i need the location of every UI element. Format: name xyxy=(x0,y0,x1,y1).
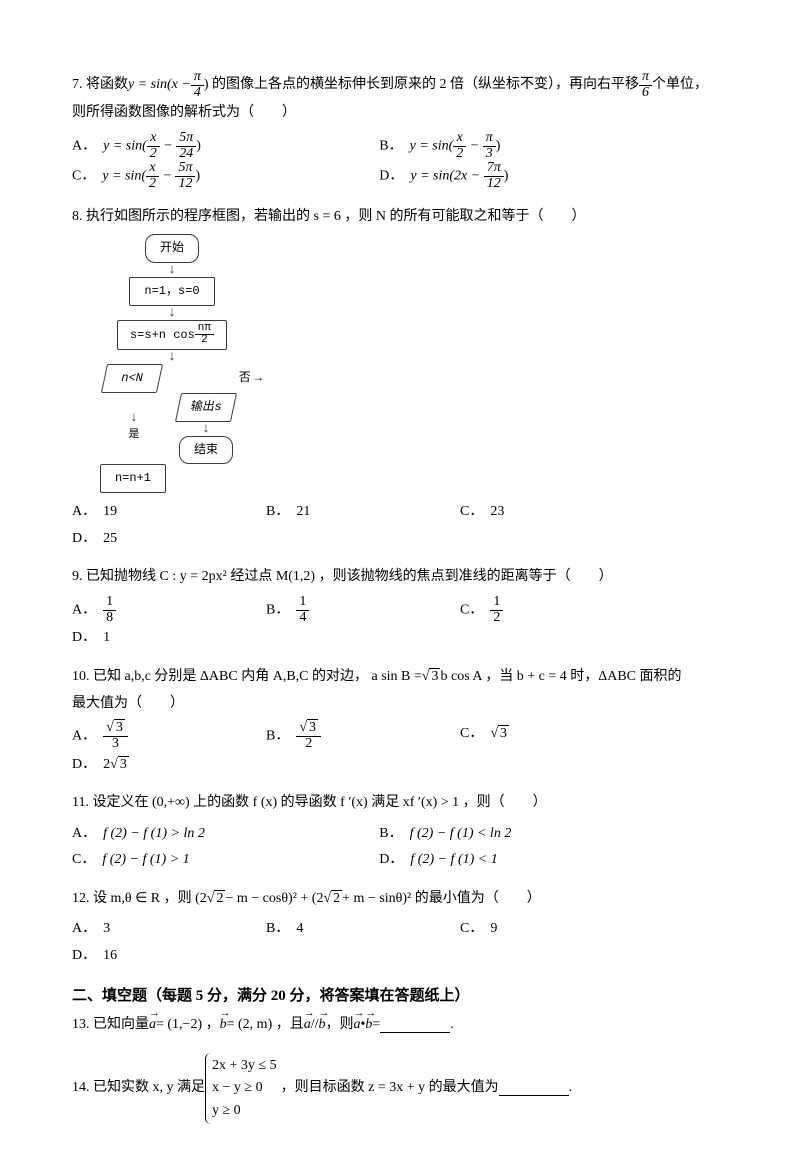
q7-opt-C: C． y = sin(x2 − 5π12) xyxy=(72,161,379,191)
question-8: 8. 执行如图所示的程序框图，若输出的 s = 6 ，则 N 的所有可能取之和等… xyxy=(72,204,740,553)
q10-opt-B: B． 32 xyxy=(266,721,426,751)
flow-arrow-icon: ↓ xyxy=(82,306,262,320)
flow-output: 输出s xyxy=(175,393,237,422)
question-13: 13. 已知向量 a = (1,−2) ， b = (2, m) ，且 a //… xyxy=(72,1010,740,1041)
q12-options: A． 3 B． 4 C． 9 D． 16 xyxy=(72,916,740,969)
q9-opt-D: D． 1 xyxy=(72,625,232,652)
flow-process: s=s+n cos nπ2 xyxy=(117,320,227,350)
flow-decision-row: n<N 否 → xyxy=(82,364,262,393)
q10-opt-C: C． 3 xyxy=(460,721,620,751)
flow-arrow-icon: → xyxy=(255,367,262,390)
q7-func: y = sin(x − xyxy=(128,72,191,99)
q11-stem: 11. 设定义在 (0,+∞) 上的函数 f (x) 的导函数 f ′(x) 满… xyxy=(72,790,740,817)
q12-stem: 12. 设 m,θ ∈ R ，则 (22 − m − cosθ)² + (22 … xyxy=(72,886,740,913)
q7-pi-over-4: π4 xyxy=(191,70,204,100)
q8-stem: 8. 执行如图所示的程序框图，若输出的 s = 6 ，则 N 的所有可能取之和等… xyxy=(72,204,740,231)
q10-options: A． 33 B． 32 C． 3 D． 23 xyxy=(72,721,740,778)
q9-opt-B: B． 14 xyxy=(266,595,426,625)
q11-opt-C: C． f (2) − f (1) > 1 xyxy=(72,847,379,874)
flow-start: 开始 xyxy=(145,234,199,263)
q9-options: A． 18 B． 14 C． 12 D． 1 xyxy=(72,595,740,652)
question-10: 10. 已知 a,b,c 分别是 ΔABC 内角 A,B,C 的对边， a si… xyxy=(72,664,740,778)
answer-blank[interactable] xyxy=(380,1018,450,1033)
vector-b-icon: b xyxy=(220,1010,227,1041)
q7-pi-over-6: π6 xyxy=(639,70,652,100)
q10-stem-line2: 最大值为（ ） xyxy=(72,691,740,718)
q9-stem: 9. 已知抛物线 C : y = 2px² 经过点 M(1,2) ，则该抛物线的… xyxy=(72,564,740,591)
cases-bracket-icon: 2x + 3y ≤ 5 x − y ≥ 0 y ≥ 0 xyxy=(205,1053,281,1124)
q8-options: A． 19 B． 21 C． 23 D． 25 xyxy=(72,499,740,552)
flow-increment: n=n+1 xyxy=(100,464,166,493)
q7-stem-pre: 7. 将函数 xyxy=(72,72,128,99)
q10-opt-A: A． 33 xyxy=(72,721,232,751)
flow-end: 结束 xyxy=(179,436,233,465)
flow-init: n=1，s=0 xyxy=(129,277,215,306)
q10-stem-line1: 10. 已知 a,b,c 分别是 ΔABC 内角 A,B,C 的对边， a si… xyxy=(72,664,740,691)
flow-yes-label: 是 xyxy=(110,425,158,446)
answer-blank[interactable] xyxy=(499,1081,569,1096)
flow-yes-row: ↓ 是 输出s ↓ 结束 xyxy=(110,393,262,465)
q8-opt-B: B． 21 xyxy=(266,499,426,526)
question-9: 9. 已知抛物线 C : y = 2px² 经过点 M(1,2) ，则该抛物线的… xyxy=(72,564,740,652)
flow-arrow-icon: ↓ xyxy=(110,411,158,425)
q8-opt-A: A． 19 xyxy=(72,499,232,526)
q7-opt-D: D． y = sin(2x − 7π12) xyxy=(379,161,686,191)
q11-opt-B: B． f (2) − f (1) < ln 2 xyxy=(379,821,686,848)
question-11: 11. 设定义在 (0,+∞) 上的函数 f (x) 的导函数 f ′(x) 满… xyxy=(72,790,740,874)
q7-stem-line2: 则所得函数图像的解析式为（ ） xyxy=(72,100,740,127)
question-14: 14. 已知实数 x, y 满足 2x + 3y ≤ 5 x − y ≥ 0 y… xyxy=(72,1053,740,1124)
flow-no-label: 否 xyxy=(239,367,251,390)
flow-condition: n<N xyxy=(101,364,163,393)
q7-options: A． y = sin(x2 − 5π24) B． y = sin(x2 − π3… xyxy=(72,131,740,192)
vector-a-icon: a xyxy=(149,1010,156,1041)
q10-opt-D: D． 23 xyxy=(72,752,232,779)
q7-opt-A: A． y = sin(x2 − 5π24) xyxy=(72,131,379,161)
q9-opt-A: A． 18 xyxy=(72,595,232,625)
q7-stem-end: 个单位， xyxy=(652,72,708,99)
q9-opt-C: C． 12 xyxy=(460,595,620,625)
q12-opt-A: A． 3 xyxy=(72,916,232,943)
q12-opt-D: D． 16 xyxy=(72,943,232,970)
q11-opt-D: D． f (2) − f (1) < 1 xyxy=(379,847,686,874)
question-7: 7. 将函数 y = sin(x − π4 ) 的图像上各点的横坐标伸长到原来的… xyxy=(72,70,740,192)
q12-opt-C: C． 9 xyxy=(460,916,620,943)
section-2-title: 二、填空题（每题 5 分，满分 20 分，将答案填在答题纸上） xyxy=(72,982,740,1011)
flow-arrow-icon: ↓ xyxy=(82,350,262,364)
flowchart: 开始 ↓ n=1，s=0 ↓ s=s+n cos nπ2 ↓ n<N 否 → ↓… xyxy=(82,234,262,493)
question-12: 12. 设 m,θ ∈ R ，则 (22 − m − cosθ)² + (22 … xyxy=(72,886,740,970)
q11-opt-A: A． f (2) − f (1) > ln 2 xyxy=(72,821,379,848)
q11-options: A． f (2) − f (1) > ln 2 B． f (2) − f (1)… xyxy=(72,821,740,874)
q7-stem-line1: 7. 将函数 y = sin(x − π4 ) 的图像上各点的横坐标伸长到原来的… xyxy=(72,70,740,100)
q12-opt-B: B． 4 xyxy=(266,916,426,943)
q7-stem-mid: ) 的图像上各点的横坐标伸长到原来的 2 倍（纵坐标不变），再向右平移 xyxy=(204,72,639,99)
flow-arrow-icon: ↓ xyxy=(178,422,234,436)
q8-opt-D: D． 25 xyxy=(72,526,232,553)
q7-opt-B: B． y = sin(x2 − π3) xyxy=(379,131,686,161)
q8-opt-C: C． 23 xyxy=(460,499,620,526)
flow-arrow-icon: ↓ xyxy=(82,263,262,277)
sqrt-icon: 3 xyxy=(422,664,441,691)
